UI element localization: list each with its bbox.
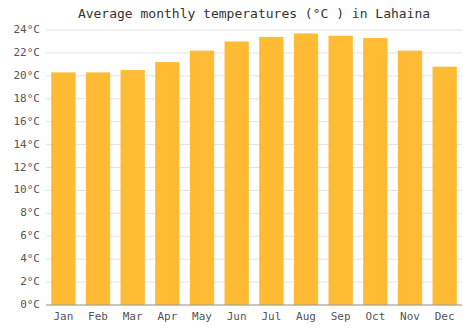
- x-tick-label: Jan: [53, 310, 73, 323]
- y-tick-label: 4°C: [20, 252, 40, 265]
- bar: [51, 72, 75, 305]
- grid: [46, 30, 462, 305]
- x-tick-label: Mar: [123, 310, 143, 323]
- x-tick-label: Oct: [365, 310, 385, 323]
- bar: [329, 36, 353, 305]
- background: [0, 0, 474, 331]
- y-tick-label: 12°C: [14, 161, 41, 174]
- page: {"chart_data": {"type": "bar", "title": …: [0, 0, 474, 331]
- bar: [86, 72, 110, 305]
- y-tick-label: 0°C: [20, 298, 40, 311]
- bar: [225, 41, 249, 305]
- bar: [294, 33, 318, 305]
- x-tick-label: Jul: [261, 310, 281, 323]
- bar: [155, 62, 179, 305]
- bar: [259, 37, 283, 305]
- y-axis: 0°C 2°C 4°C 6°C 8°C 10°C 12°C 14°C 16°C 18°C 20°C 2…: [14, 23, 41, 311]
- bar: [433, 67, 457, 305]
- title: Average monthly temperatures (°C ) in La…: [78, 6, 430, 21]
- x-tick-label: Sep: [331, 310, 351, 323]
- grid-line: [46, 305, 462, 306]
- y-tick-label: 14°C: [14, 138, 41, 151]
- bar: [398, 51, 422, 305]
- x-tick-label: Aug: [296, 310, 316, 323]
- chart: 0°C 2°C 4°C 6°C 8°C 10°C 12°C 14°C 16°C 18°C 20°C 2…: [0, 0, 474, 331]
- x-axis: Jan Feb Mar Apr May Jun Jul Aug Sep Oct Nov Dec: [46, 305, 462, 323]
- y-tick-label: 6°C: [20, 229, 40, 242]
- y-tick-label: 20°C: [14, 69, 41, 82]
- bar: [363, 38, 387, 305]
- x-tick-label: May: [192, 310, 212, 323]
- y-tick-label: 24°C: [14, 23, 41, 36]
- x-tick-label: Jun: [227, 310, 247, 323]
- y-tick-label: 10°C: [14, 183, 41, 196]
- x-tick-label: Dec: [435, 310, 455, 323]
- x-axis-line: [46, 305, 462, 306]
- bar: [121, 70, 145, 305]
- y-tick-label: 2°C: [20, 275, 40, 288]
- y-tick-label: 8°C: [20, 206, 40, 219]
- y-tick-label: 18°C: [14, 92, 41, 105]
- y-tick-label: 22°C: [14, 46, 41, 59]
- x-tick-label: Apr: [157, 310, 177, 323]
- bar: [190, 51, 214, 305]
- x-tick-label: Feb: [88, 310, 108, 323]
- x-tick-label: Nov: [400, 310, 420, 323]
- bars: [51, 33, 457, 305]
- y-tick-label: 16°C: [14, 115, 41, 128]
- grid-line: [46, 30, 462, 31]
